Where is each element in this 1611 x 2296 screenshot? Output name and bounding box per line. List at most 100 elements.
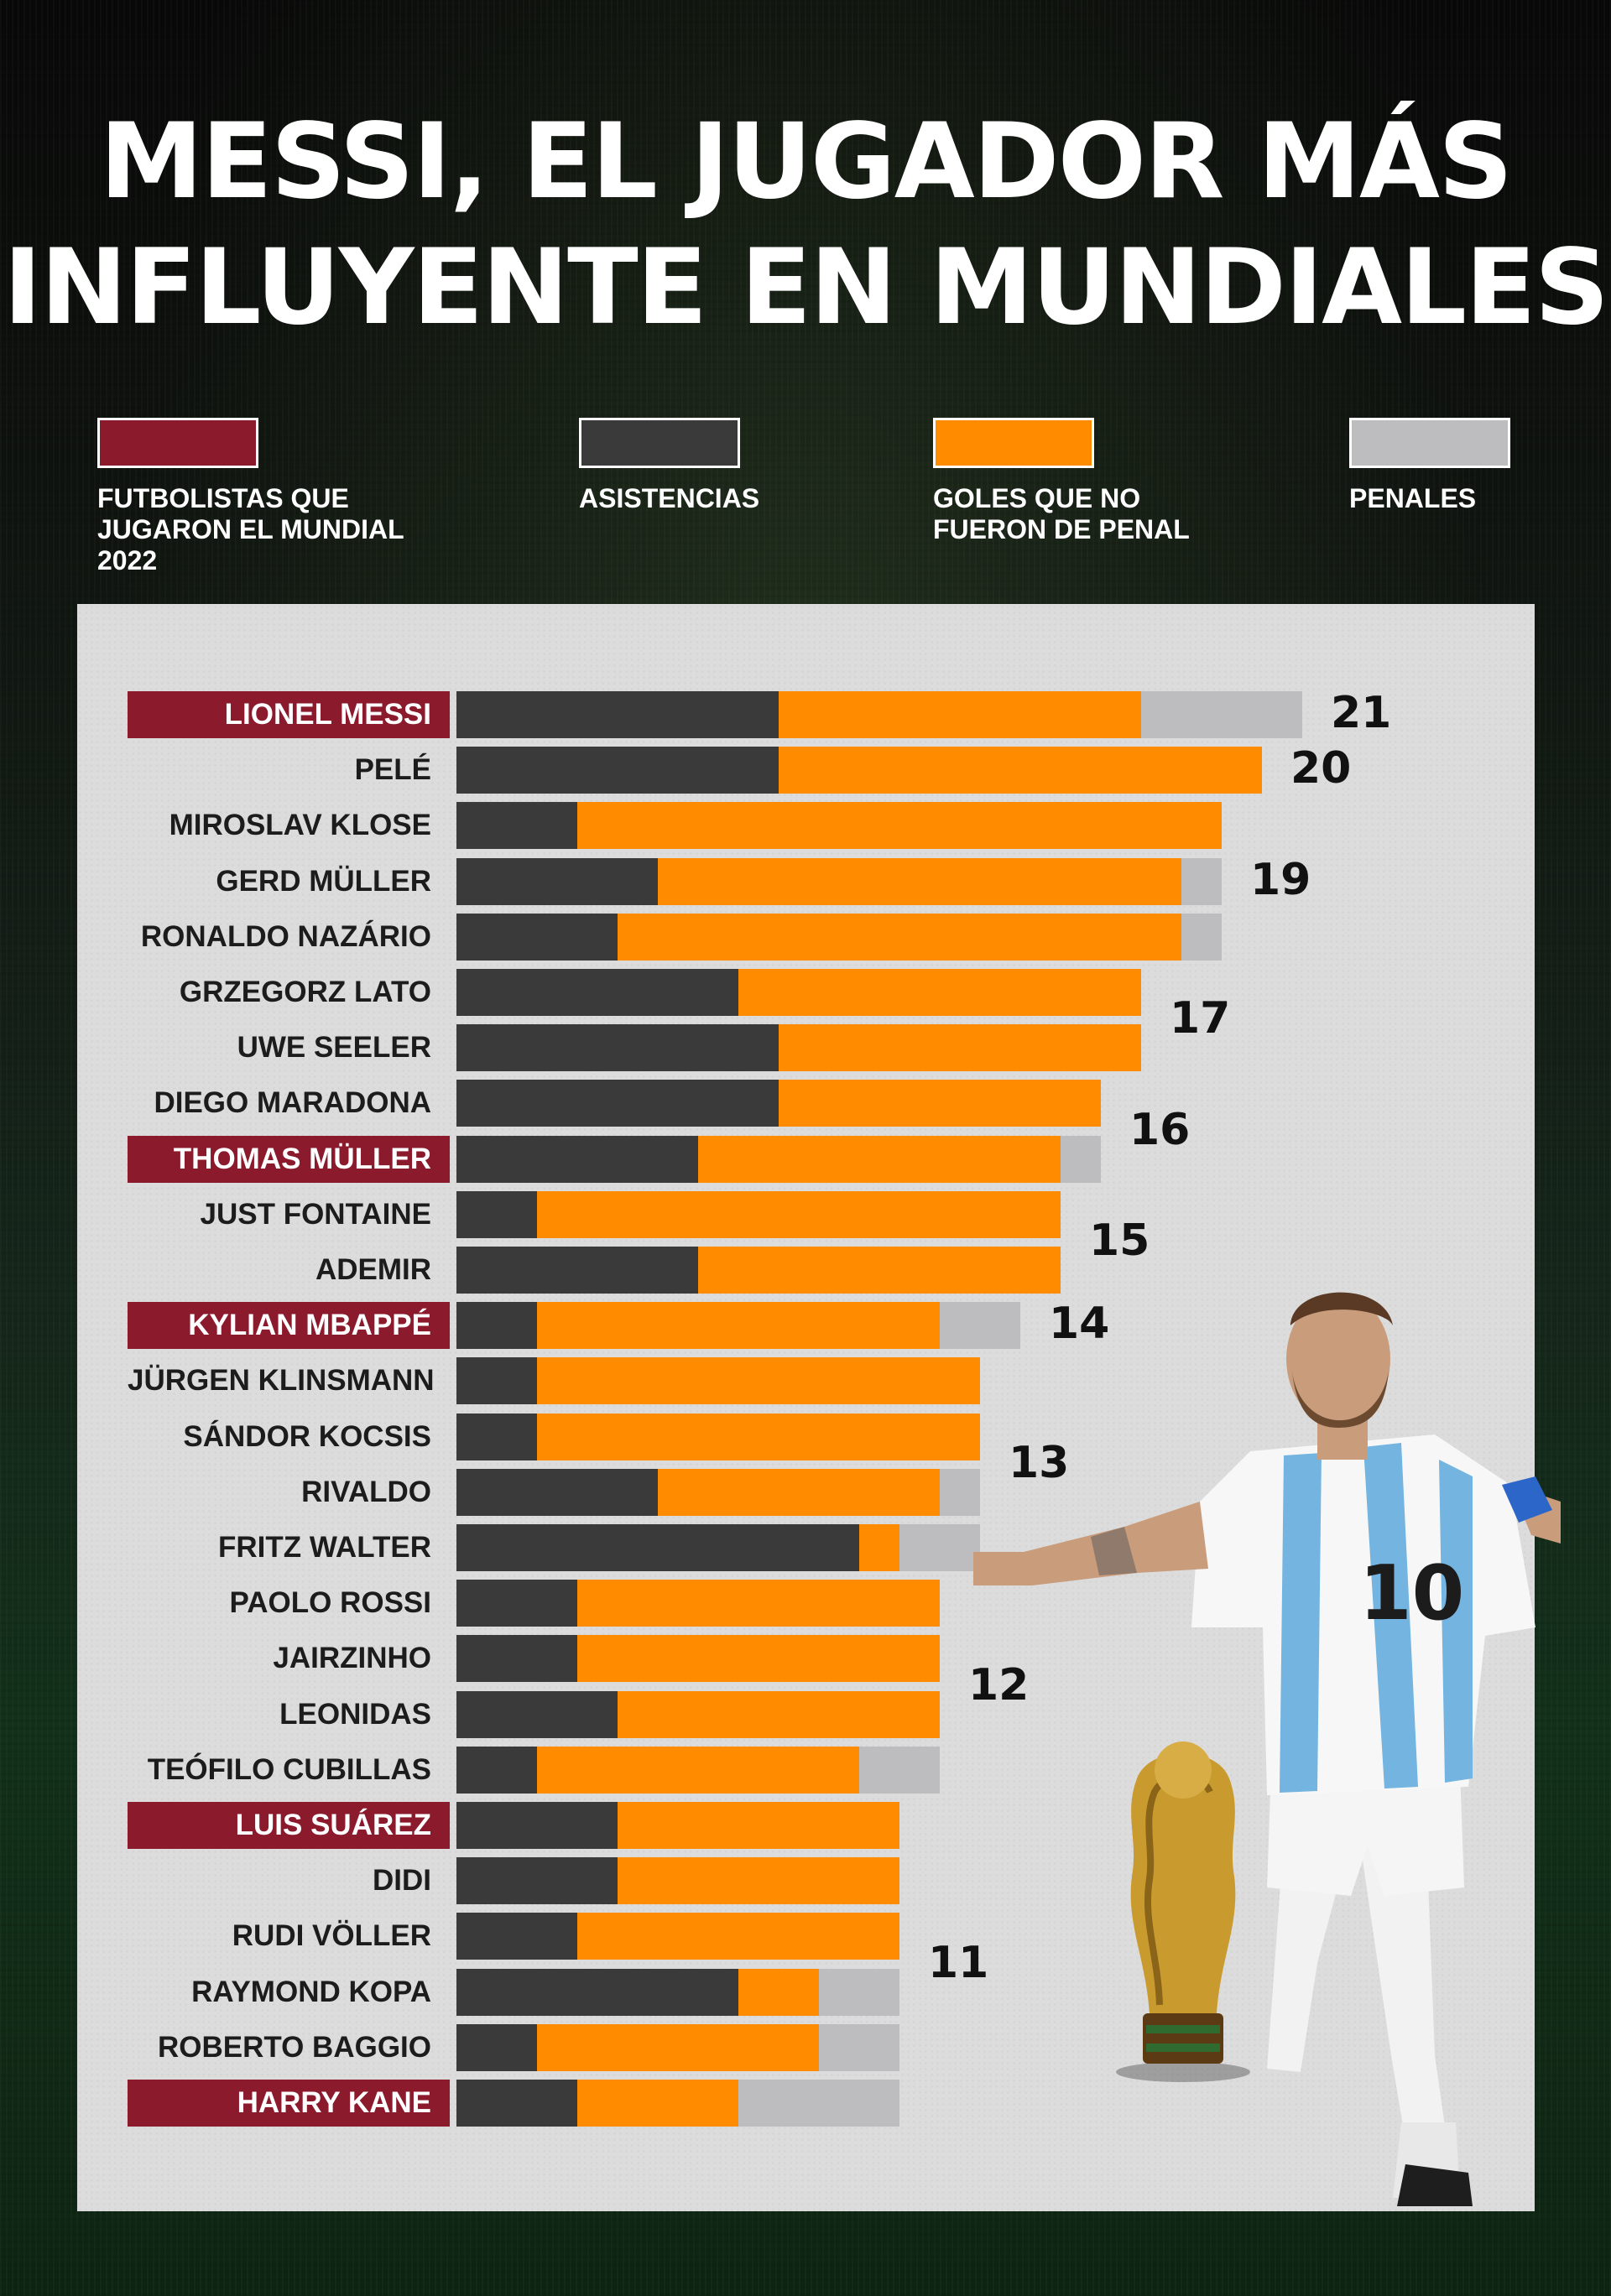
title-line-1: MESSI, EL JUGADOR MÁS: [99, 102, 1514, 222]
bar-goles: [738, 969, 1141, 1016]
bar-asistencias: [456, 1190, 537, 1238]
bar-goles: [658, 1468, 940, 1516]
bar-asistencias: [456, 1580, 577, 1627]
bar-penales: [899, 1524, 980, 1571]
bar-penales: [1181, 913, 1222, 961]
bar-goles: [537, 2023, 819, 2071]
total-label: 16: [1129, 1104, 1191, 1155]
bar-asistencias: [456, 691, 779, 738]
bar-goles: [618, 1690, 940, 1738]
bar-penales: [819, 1968, 899, 2016]
bar-penales: [738, 2080, 899, 2127]
player-illustration: 10: [973, 1292, 1561, 2206]
bar-penales: [940, 1468, 980, 1516]
legend-label-penales: PENALES: [1349, 483, 1477, 513]
bar-asistencias: [456, 1302, 537, 1350]
bar-asistencias: [456, 1802, 618, 1849]
bar-goles: [618, 1857, 899, 1905]
bar-asistencias: [456, 913, 618, 961]
row-label: KYLIAN MBAPPÉ: [128, 1302, 450, 1350]
bar-goles: [779, 1080, 1101, 1127]
bar-asistencias: [456, 802, 577, 850]
bar-asistencias: [456, 1857, 618, 1905]
bar-asistencias: [456, 1080, 779, 1127]
row-label: DIDI: [373, 1864, 431, 1898]
legend-swatch-2022: [97, 418, 258, 468]
row-label: ROBERTO BAGGIO: [157, 2030, 431, 2064]
bar-penales: [1181, 857, 1222, 905]
bar-goles: [698, 1135, 1061, 1183]
row-label: RONALDO NAZÁRIO: [140, 919, 431, 953]
bar-goles: [537, 1413, 980, 1460]
row-label: HARRY KANE: [128, 2080, 450, 2127]
bar-goles: [618, 913, 1181, 961]
row-label: LUIS SUÁREZ: [128, 1802, 450, 1849]
bar-asistencias: [456, 2023, 537, 2071]
legend-label-asistencias: ASISTENCIAS: [579, 483, 760, 513]
legend-label-goles: GOLES QUE NO FUERON DE PENAL: [933, 483, 1190, 544]
page-title: MESSI, EL JUGADOR MÁS INFLUYENTE EN MUND…: [0, 99, 1611, 351]
row-label: FRITZ WALTER: [217, 1531, 431, 1564]
bar-asistencias: [456, 1913, 577, 1960]
bar-goles: [577, 1913, 899, 1960]
bar-goles: [537, 1190, 1061, 1238]
row-label: JÜRGEN KLINSMANN: [128, 1364, 435, 1398]
total-label: 14: [1049, 1299, 1110, 1350]
row-label: GRZEGORZ LATO: [179, 976, 431, 1008]
row-label: ADEMIR: [315, 1253, 431, 1286]
bar-goles: [537, 1746, 859, 1794]
bar-goles: [577, 2080, 738, 2127]
bar-asistencias: [456, 1024, 779, 1072]
row-label: LIONEL MESSI: [128, 691, 450, 738]
legend-item-penales: PENALES: [1349, 418, 1510, 514]
bar-goles: [779, 1024, 1141, 1072]
row-label: MIROSLAV KLOSE: [169, 809, 431, 842]
bar-asistencias: [456, 1690, 618, 1738]
row-label: DIEGO MARADONA: [154, 1086, 431, 1120]
total-label: 19: [1250, 854, 1311, 905]
bar-penales: [1061, 1135, 1101, 1183]
bar-penales: [819, 2023, 899, 2071]
bar-goles: [577, 1580, 940, 1627]
total-label: 20: [1290, 743, 1352, 794]
bar-asistencias: [456, 1746, 537, 1794]
bar-goles: [698, 1247, 1061, 1294]
svg-text:10: 10: [1359, 1549, 1464, 1637]
row-label: SÁNDOR KOCSIS: [183, 1419, 431, 1453]
total-label: 13: [1009, 1437, 1070, 1488]
bar-goles: [577, 1635, 940, 1683]
bar-asistencias: [456, 1357, 537, 1405]
row-label: JAIRZINHO: [273, 1642, 431, 1675]
bar-goles: [738, 1968, 819, 2016]
legend-item-asistencias: ASISTENCIAS: [579, 418, 759, 514]
total-label: 21: [1331, 688, 1392, 738]
total-label: 15: [1089, 1215, 1150, 1266]
row-label: RAYMOND KOPA: [191, 1975, 431, 2008]
bar-goles: [779, 747, 1262, 794]
row-label: PAOLO ROSSI: [229, 1586, 432, 1620]
row-label: GERD MÜLLER: [216, 864, 431, 898]
legend-swatch-asistencias: [579, 418, 740, 468]
legend-swatch-penales: [1349, 418, 1510, 468]
bar-asistencias: [456, 1413, 537, 1460]
world-cup-trophy-icon: [1116, 1742, 1250, 2082]
legend-item-goles: GOLES QUE NO FUERON DE PENAL: [933, 418, 1190, 545]
bar-asistencias: [456, 857, 658, 905]
row-label: PELÉ: [354, 753, 431, 787]
bar-asistencias: [456, 1135, 698, 1183]
bar-asistencias: [456, 1968, 738, 2016]
row-label: JUST FONTAINE: [200, 1197, 431, 1231]
legend-item-2022: FUTBOLISTAS QUE JUGARON EL MUNDIAL 2022: [97, 418, 404, 576]
row-label: UWE SEELER: [237, 1031, 431, 1065]
bar-goles: [618, 1802, 899, 1849]
bar-goles: [658, 857, 1181, 905]
bar-penales: [940, 1302, 1020, 1350]
bar-asistencias: [456, 1247, 698, 1294]
bar-asistencias: [456, 1524, 859, 1571]
total-label: 17: [1170, 993, 1231, 1044]
bar-goles: [779, 691, 1141, 738]
bar-asistencias: [456, 747, 779, 794]
bar-asistencias: [456, 1635, 577, 1683]
title-line-2: INFLUYENTE EN MUNDIALES: [3, 227, 1609, 348]
row-label: LEONIDAS: [279, 1697, 431, 1731]
